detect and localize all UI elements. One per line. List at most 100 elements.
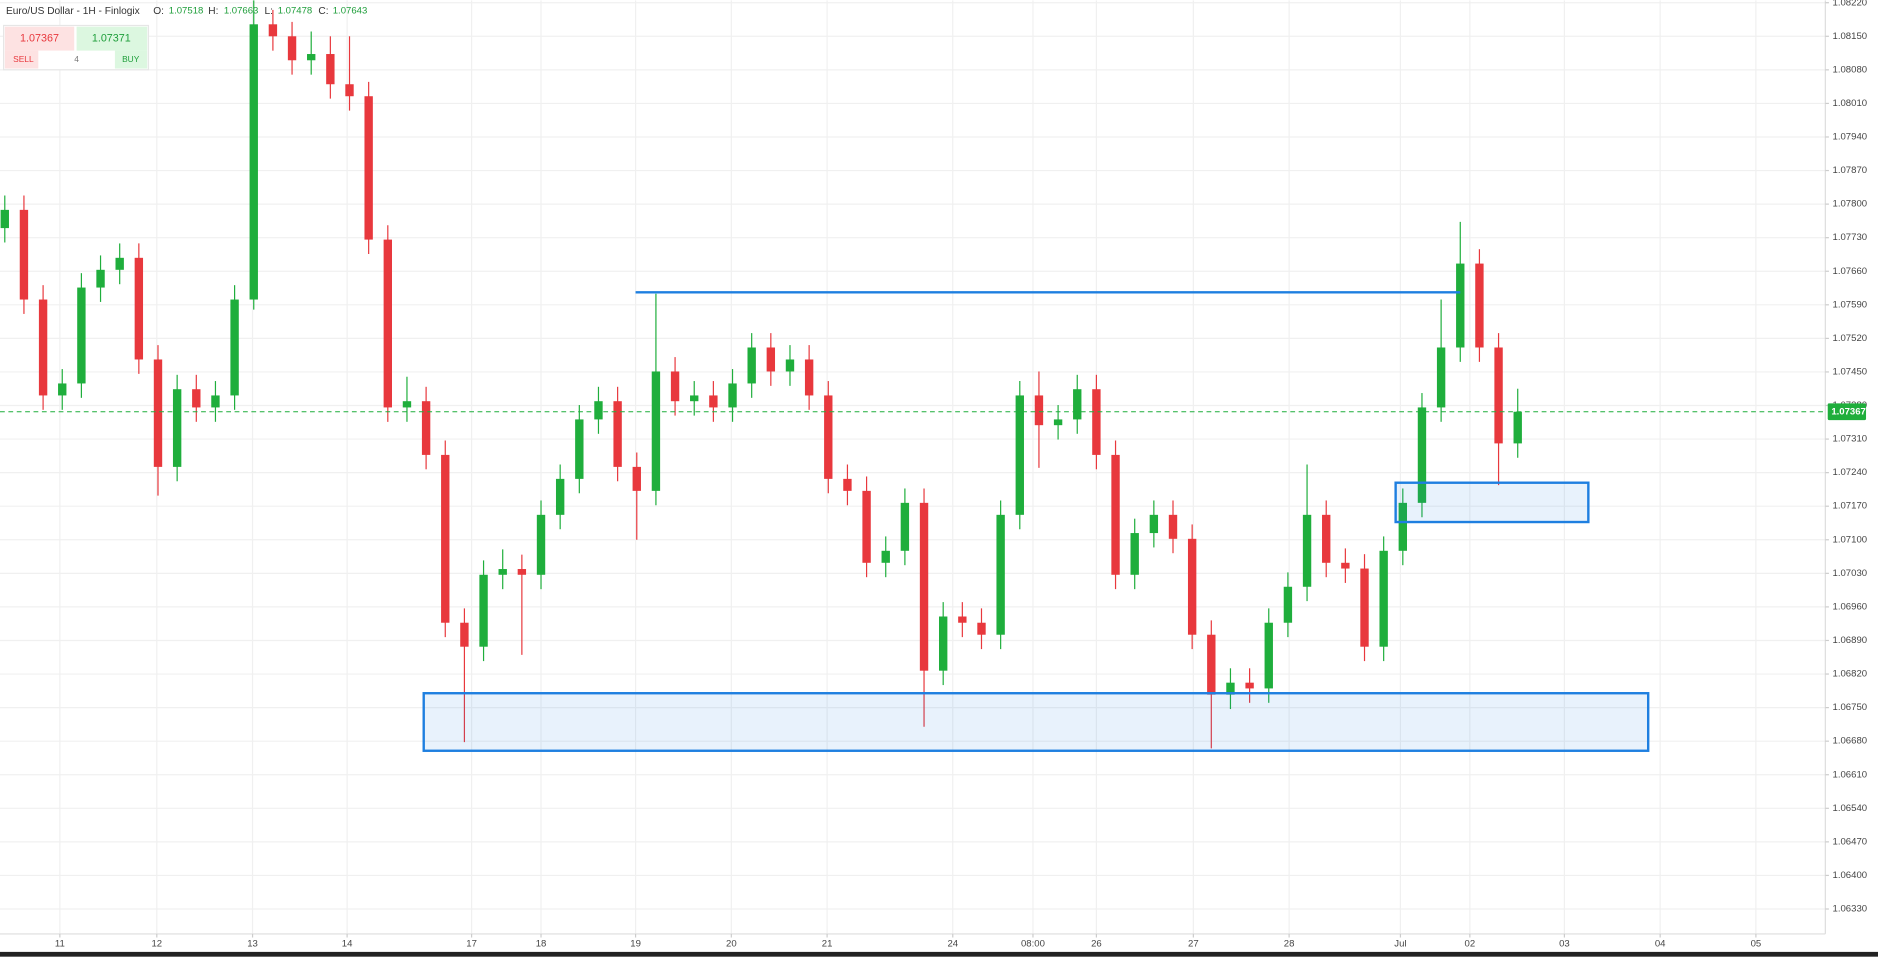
label: L: <box>265 6 273 17</box>
candle-body <box>249 24 258 300</box>
x-tick-label: 26 <box>1091 939 1102 950</box>
buy-button[interactable] <box>114 50 148 69</box>
candle-body <box>1475 263 1484 348</box>
candle-body <box>115 257 124 270</box>
candle-body <box>824 395 833 479</box>
candle-body <box>1379 550 1388 647</box>
y-tick-label: 1.06470 <box>1833 836 1868 847</box>
x-tick-label: 05 <box>1751 939 1762 950</box>
candle-body <box>785 359 795 372</box>
y-tick-label: 1.07030 <box>1833 568 1868 579</box>
candle-body <box>843 478 852 491</box>
y-tick-label: 1.07590 <box>1833 299 1868 310</box>
candle-body <box>728 383 737 408</box>
candle-body <box>441 454 450 623</box>
candle-body <box>919 502 929 671</box>
candle-body <box>38 299 48 396</box>
y-tick-label: 1.06820 <box>1833 669 1868 680</box>
y-tick-label: 1.07870 <box>1833 165 1868 176</box>
candle-body <box>977 622 986 635</box>
buy-price[interactable]: 1.07371 <box>92 32 131 44</box>
candle-body <box>19 209 29 300</box>
candle-body <box>1436 347 1446 408</box>
candle-body <box>421 401 431 455</box>
candle-body <box>1302 514 1312 587</box>
candle-body <box>1187 538 1197 635</box>
candle-body <box>345 84 354 97</box>
quantity[interactable]: 4 <box>74 54 79 64</box>
title: Euro/US Dollar - 1H - Finlogix <box>6 6 140 17</box>
buy-label[interactable]: BUY <box>122 54 140 64</box>
y-tick-label: 1.08080 <box>1833 64 1868 75</box>
sell-box[interactable] <box>4 26 75 51</box>
x-tick-label: 19 <box>630 939 641 950</box>
candle-body <box>1322 514 1331 563</box>
sell-price[interactable]: 1.07367 <box>20 32 59 44</box>
candle-body <box>1360 568 1369 647</box>
x-tick-label: 18 <box>536 939 547 950</box>
x-tick-label: 24 <box>947 939 958 950</box>
y-tick-label: 1.07450 <box>1833 366 1868 377</box>
x-tick-label: Jul <box>1394 939 1406 950</box>
sell-label[interactable]: SELL <box>13 54 34 64</box>
candle-body <box>498 569 507 575</box>
candle-body <box>690 395 699 402</box>
value: 1.07643 <box>333 6 368 17</box>
candle-body <box>1073 389 1082 420</box>
value: 1.07663 <box>224 6 259 17</box>
candle-body <box>709 395 718 408</box>
candle-body <box>804 359 814 396</box>
y-tick-label: 1.06750 <box>1833 702 1868 713</box>
candle-body <box>1341 562 1350 569</box>
sell-button[interactable] <box>4 50 39 69</box>
candle-body <box>651 371 661 491</box>
candle-body <box>1053 419 1063 426</box>
candle-body <box>862 490 871 563</box>
y-tick-label: 1.07800 <box>1833 199 1868 210</box>
candle-body <box>1111 454 1120 575</box>
y-tick-label: 1.06330 <box>1833 904 1868 915</box>
y-tick-label: 1.07310 <box>1833 434 1868 445</box>
candle-body <box>134 257 144 360</box>
last-price-box <box>1827 403 1867 421</box>
y-tick-label: 1.08150 <box>1833 31 1868 42</box>
candle-body <box>555 478 565 515</box>
candle-body <box>1398 502 1408 551</box>
marks <box>0 0 1522 749</box>
candle-body <box>594 401 603 420</box>
candle-body <box>153 359 163 467</box>
candle-body <box>96 269 105 288</box>
x-tick-label: 28 <box>1284 939 1295 950</box>
x-tick-label: 17 <box>466 939 477 950</box>
y-tick-label: 1.08220 <box>1833 0 1868 8</box>
candle-body <box>479 574 488 647</box>
y-tick-label: 1.07100 <box>1833 534 1868 545</box>
x-tick-label: 04 <box>1655 939 1666 950</box>
y-tick-label: 1.07940 <box>1833 132 1868 143</box>
x-tick-label: 02 <box>1465 939 1476 950</box>
candle-body <box>1149 514 1159 534</box>
candle-body <box>939 616 948 671</box>
candle-body <box>326 54 335 85</box>
zone <box>422 692 1650 752</box>
candle-body <box>172 389 182 467</box>
candle-body <box>460 622 469 647</box>
candle-body <box>383 239 392 408</box>
candle-body <box>268 24 278 37</box>
x-tick-label: 27 <box>1188 939 1199 950</box>
buy-box[interactable] <box>76 26 148 51</box>
x-tick-label: 20 <box>726 939 737 950</box>
candle-body <box>230 299 239 396</box>
y-tick-label: 1.06400 <box>1833 870 1868 881</box>
candle-body <box>1456 263 1465 348</box>
candle-body <box>1494 347 1503 444</box>
label: O: <box>153 6 164 17</box>
candle-body <box>747 347 756 384</box>
candle-body <box>211 395 220 408</box>
y-tick-label: 1.06890 <box>1833 635 1868 646</box>
axes: 1.08220 1.08150 1.08080 1.08010 1.07940 1.078… <box>55 0 1867 950</box>
y-tick-label: 1.06540 <box>1833 803 1868 814</box>
candle-body <box>1168 514 1178 539</box>
